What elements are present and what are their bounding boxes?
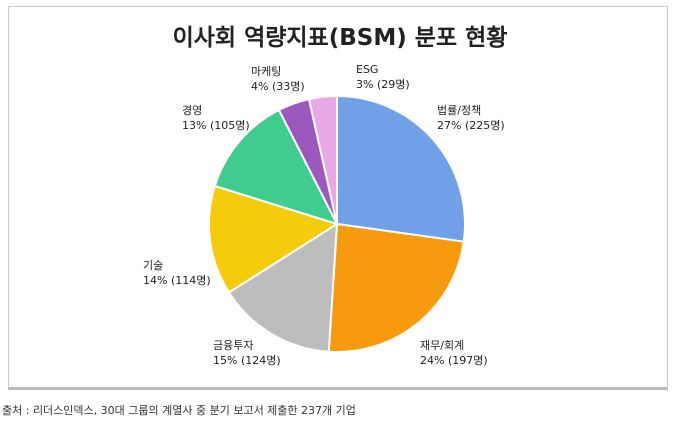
slice-label-tech: 기술 14% (114명): [143, 259, 211, 287]
pie-slice-4: [213, 108, 339, 226]
pie-slice-2: [227, 222, 339, 353]
slice-label-law: 법률/정책 27% (225명): [437, 104, 505, 132]
source-note: 출처 : 리더스인덱스, 30대 그룹의 계열사 중 분기 보고서 제출한 23…: [2, 404, 356, 417]
slice-label-management: 경영 13% (105명): [182, 104, 250, 132]
pie-slice-3: [208, 184, 340, 294]
slice-label-esg: ESG 3% (29명): [356, 63, 410, 91]
pie-slice-1: [327, 222, 465, 353]
slice-label-investment: 금융투자 15% (124명): [213, 339, 281, 367]
pie-slice-6: [307, 94, 338, 225]
slice-label-finance: 재무/회계 24% (197명): [420, 339, 488, 367]
pie-slice-0: [336, 94, 466, 243]
slice-label-marketing: 마케팅 4% (33명): [251, 65, 305, 93]
chart-title: 이사회 역량지표(BSM) 분포 현황: [172, 25, 508, 51]
chart-frame: [8, 6, 668, 390]
